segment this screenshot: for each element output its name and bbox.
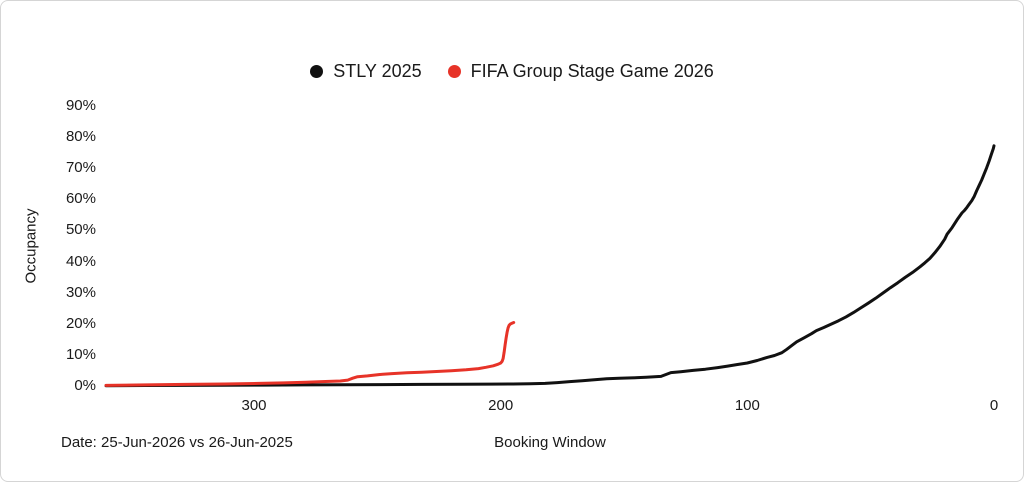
- y-tick-label: 80%: [65, 128, 96, 146]
- x-axis-title: Booking Window: [494, 434, 606, 451]
- legend-label-fifa-2026: FIFA Group Stage Game 2026: [470, 61, 714, 81]
- y-tick-label: 40%: [65, 252, 96, 270]
- date-note: Date: 25-Jun-2026 vs 26-Jun-2025: [61, 434, 293, 451]
- x-tick-label: 200: [488, 397, 514, 414]
- x-tick-label: 100: [734, 397, 760, 414]
- y-tick-label: 30%: [65, 283, 96, 301]
- chart-legend: STLY 2025 FIFA Group Stage Game 2026: [1, 60, 1023, 82]
- legend-label-stly-2025: STLY 2025: [333, 61, 422, 81]
- legend-dot-stly-2025-icon: [310, 64, 324, 78]
- y-tick-label: 50%: [65, 221, 96, 239]
- y-tick-label: 20%: [65, 314, 96, 332]
- x-tick-label: 300: [241, 397, 267, 414]
- legend-dot-fifa-2026-icon: [447, 64, 461, 78]
- y-tick-label: 10%: [65, 345, 96, 363]
- y-tick-label: 90%: [65, 97, 96, 114]
- y-tick-label: 0%: [74, 377, 96, 394]
- legend-item-fifa-2026: FIFA Group Stage Game 2026: [447, 60, 714, 82]
- y-tick-label: 70%: [65, 159, 96, 177]
- legend-item-stly-2025: STLY 2025: [310, 60, 422, 82]
- x-tick-label: 0: [989, 397, 999, 414]
- fifa-2026-series-line: [104, 321, 516, 387]
- stly-2025-series-line: [104, 144, 996, 388]
- y-tick-label: 60%: [65, 190, 96, 208]
